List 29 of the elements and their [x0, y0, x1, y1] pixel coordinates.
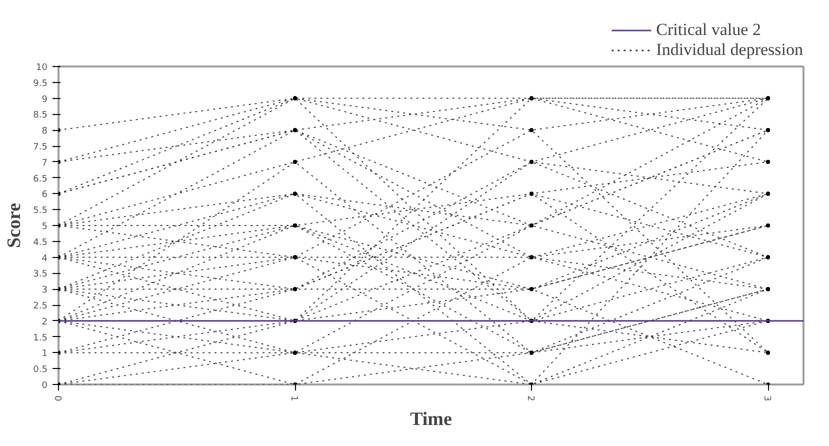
y-tick-label: 9.5	[33, 78, 48, 89]
y-tick-label: 10	[36, 63, 48, 73]
y-tick-label: 8	[42, 126, 48, 137]
y-tick-label: 5	[42, 222, 48, 232]
x-tick-label: 1	[288, 396, 299, 402]
y-axis-title: Score	[4, 202, 26, 248]
y-tick-label: 2.5	[33, 302, 48, 312]
y-tick-label: 0.5	[33, 365, 48, 376]
x-tick-label: 3	[762, 396, 772, 402]
y-tick-label: 0	[42, 381, 48, 391]
y-tick-label: 1.5	[33, 333, 48, 344]
y-tick-label: 6	[42, 190, 48, 200]
y-tick-label: 9	[42, 94, 48, 105]
y-tick-label: 3	[42, 286, 48, 296]
x-tick-label: 2	[525, 396, 536, 402]
y-tick-label: 5.5	[33, 206, 48, 216]
x-axis-title: Time	[410, 409, 452, 430]
legend-label: Individual depression	[656, 40, 803, 60]
y-tick-label: 7	[42, 158, 48, 168]
y-tick-label: 8.5	[33, 110, 48, 121]
x-tick-label: 0	[52, 396, 62, 402]
y-tick-label: 6.5	[33, 174, 48, 184]
y-tick-label: 1	[42, 349, 48, 360]
y-tick-label: 3.5	[33, 270, 48, 280]
y-tick-label: 4	[42, 254, 48, 264]
y-tick-label: 2	[42, 317, 48, 328]
legend-label: Critical value 2	[656, 20, 761, 40]
y-tick-label: 4.5	[33, 238, 48, 248]
y-tick-label: 7.5	[33, 142, 48, 152]
